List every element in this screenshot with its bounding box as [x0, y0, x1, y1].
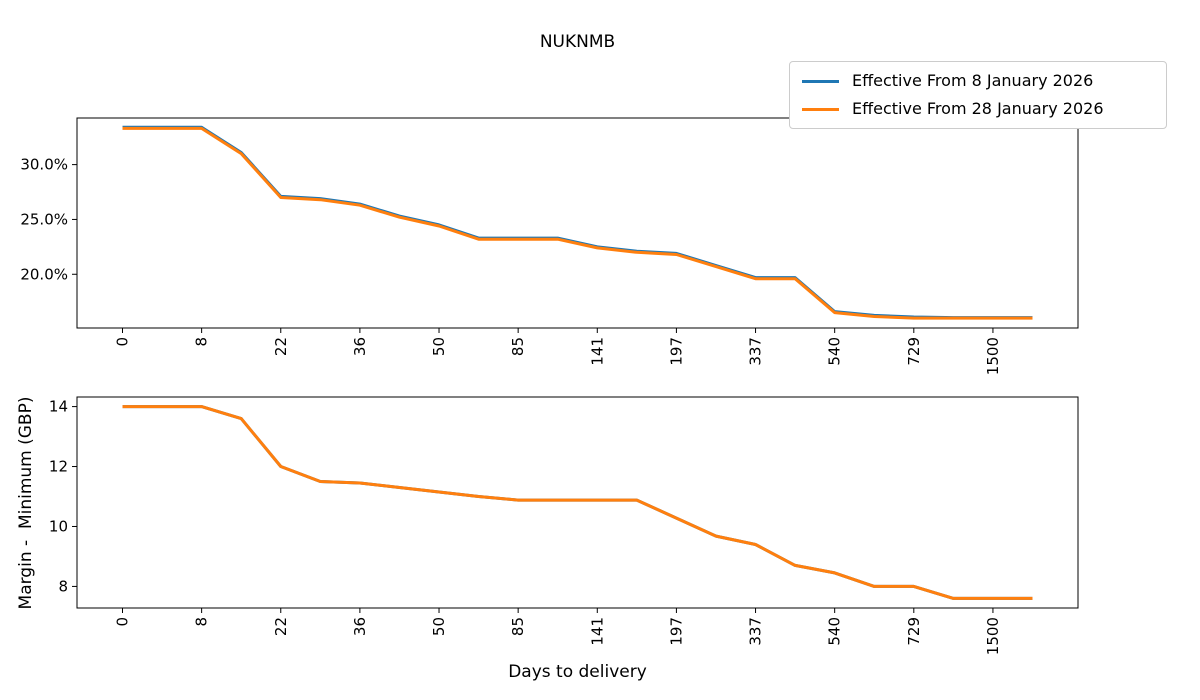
x-tick-label: 36	[351, 337, 369, 356]
legend-line-swatch-orange	[802, 107, 839, 111]
x-tick-label: 8	[193, 617, 211, 627]
x-tick-label: 22	[272, 337, 290, 356]
legend-line-swatch-blue	[802, 79, 839, 83]
x-tick-label: 1500	[984, 337, 1002, 375]
y-tick-label: 12	[49, 458, 68, 476]
x-tick-label: 729	[905, 337, 923, 366]
x-tick-label: 729	[905, 617, 923, 646]
y-tick-label: 10	[49, 517, 68, 535]
legend-label: Effective From 28 January 2026	[852, 99, 1104, 118]
x-tick-label: 197	[667, 617, 685, 646]
legend-entry: Effective From 28 January 2026	[802, 98, 1154, 120]
x-tick-label: 8	[193, 337, 211, 347]
y-tick-label: 14	[49, 398, 68, 416]
series-line	[122, 405, 1033, 600]
legend-label: Effective From 8 January 2026	[852, 71, 1094, 90]
x-tick-label: 141	[588, 617, 606, 646]
y-axis-label-bottom: Margin - Minimum (GBP)	[16, 397, 36, 610]
plot-border	[76, 117, 1079, 329]
x-tick-label: 0	[114, 337, 132, 347]
x-tick-label: 540	[826, 337, 844, 366]
x-axis-label: Days to delivery	[508, 662, 647, 682]
legend-entry: Effective From 8 January 2026	[802, 70, 1154, 92]
x-tick-label: 141	[588, 337, 606, 366]
x-tick-label: 36	[351, 617, 369, 636]
x-tick-label: 50	[430, 617, 448, 636]
series-line	[122, 405, 1033, 600]
plot-border	[76, 396, 1079, 609]
x-tick-label: 85	[509, 617, 527, 636]
series-line	[122, 126, 1033, 320]
x-tick-label: 22	[272, 617, 290, 636]
legend: Effective From 8 January 2026 Effective …	[789, 61, 1167, 129]
x-tick-label: 50	[430, 337, 448, 356]
y-tick-label: 25.0%	[20, 210, 68, 228]
series-line	[122, 125, 1033, 320]
x-tick-label: 85	[509, 337, 527, 356]
y-tick-label: 30.0%	[20, 156, 68, 174]
y-tick-label: 20.0%	[20, 265, 68, 283]
figure-title: NUKNMB	[539, 32, 616, 52]
x-tick-label: 1500	[984, 617, 1002, 655]
x-tick-label: 337	[747, 617, 765, 646]
x-tick-label: 197	[667, 337, 685, 366]
x-tick-label: 0	[114, 617, 132, 627]
x-tick-label: 540	[826, 617, 844, 646]
x-tick-label: 337	[747, 337, 765, 366]
y-tick-label: 8	[58, 577, 68, 595]
